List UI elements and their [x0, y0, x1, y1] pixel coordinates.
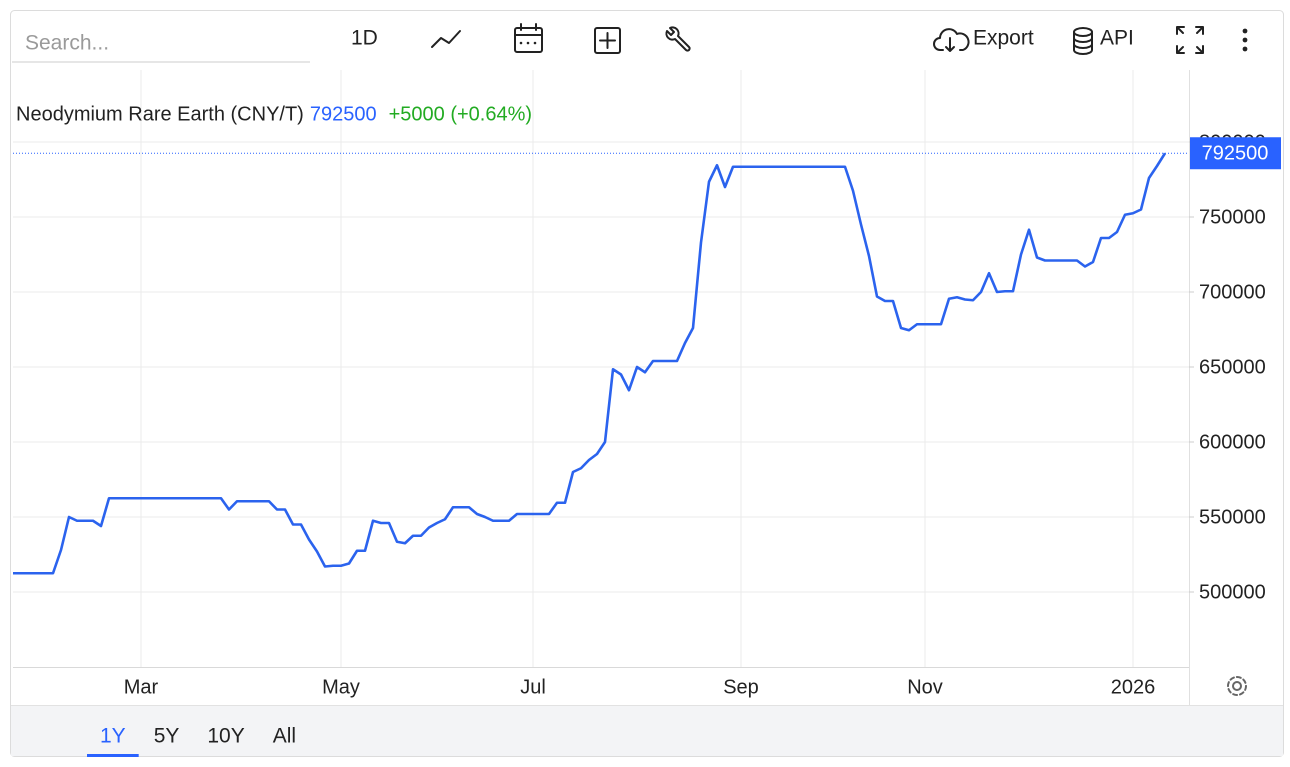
- y-tick-label: 700000: [1199, 281, 1266, 303]
- grid: 5000005500006000006500007000007500008000…: [13, 70, 1266, 698]
- settings-tool-button[interactable]: [665, 26, 691, 52]
- interval-button[interactable]: 1D: [351, 27, 378, 50]
- y-tick-label: 550000: [1199, 506, 1266, 528]
- y-tick-label: 600000: [1199, 431, 1266, 453]
- x-tick-label: Mar: [124, 676, 159, 698]
- toolbar: Search... 1D Export API: [12, 23, 1248, 63]
- y-tick-label: 650000: [1199, 356, 1266, 378]
- x-tick-label: Jul: [520, 676, 546, 698]
- calendar-button[interactable]: [514, 23, 543, 53]
- range-button[interactable]: 10Y: [207, 725, 244, 748]
- more-button[interactable]: [1242, 28, 1248, 52]
- range-buttons: 1Y 5Y 10Y All: [87, 725, 296, 757]
- last-price: 792500: [310, 103, 377, 125]
- axis-settings-button[interactable]: [1227, 676, 1247, 696]
- x-tick-label: Nov: [907, 676, 943, 698]
- frame: [10, 10, 1284, 757]
- range-button[interactable]: 1Y: [100, 725, 126, 748]
- search-input[interactable]: Search...: [25, 32, 109, 55]
- last-price-badge: [1190, 137, 1281, 170]
- range-active-indicator: [87, 754, 139, 757]
- api-label[interactable]: API: [1100, 27, 1134, 50]
- x-tick-label: Sep: [723, 676, 759, 698]
- range-bar: [11, 705, 1283, 756]
- y-tick-label: 750000: [1199, 206, 1266, 228]
- range-button[interactable]: 5Y: [154, 725, 180, 748]
- y-tick-label: 500000: [1199, 581, 1266, 603]
- chart-title: Neodymium Rare Earth (CNY/T): [16, 103, 304, 125]
- fullscreen-button[interactable]: [1176, 26, 1204, 54]
- price-change: +5000 (+0.64%): [389, 103, 532, 125]
- export-label[interactable]: Export: [973, 27, 1034, 50]
- range-button[interactable]: All: [273, 725, 296, 748]
- plot: 792500: [13, 137, 1281, 575]
- compare-button[interactable]: [594, 27, 621, 54]
- x-tick-label: May: [322, 676, 360, 698]
- last-price-label: 792500: [1202, 143, 1269, 165]
- x-tick-label: 2026: [1111, 676, 1156, 698]
- price-line: [13, 152, 1167, 575]
- api-button[interactable]: API: [1073, 27, 1134, 55]
- chart-type-button[interactable]: [431, 30, 461, 48]
- export-button[interactable]: Export: [933, 27, 1034, 52]
